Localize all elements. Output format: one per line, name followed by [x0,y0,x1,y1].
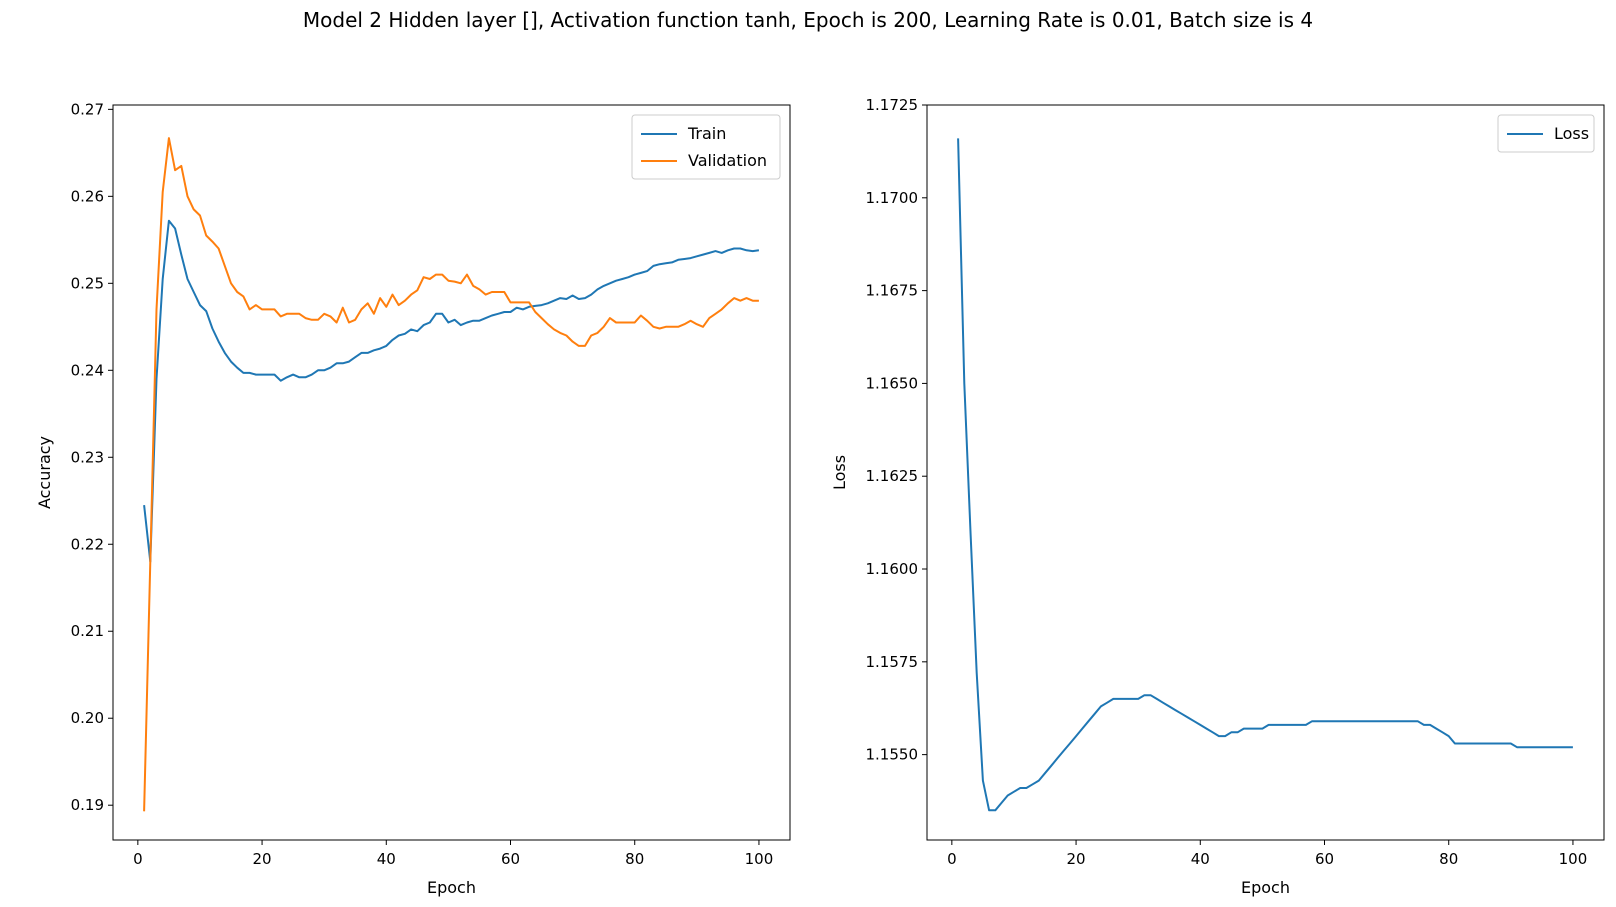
y-tick-label: 0.26 [71,187,104,205]
x-tick-label: 20 [1067,850,1086,868]
legend-label-train: Train [687,124,726,143]
y-tick-label: 0.21 [71,622,104,640]
y-tick-label: 1.1675 [866,282,919,300]
y-tick-label: 1.1725 [866,96,919,114]
x-tick-label: 100 [745,850,774,868]
x-tick-label: 20 [253,850,272,868]
y-tick-label: 1.1625 [866,467,919,485]
y-tick-label: 1.1700 [866,189,919,207]
y-axis-label: Loss [830,455,849,490]
series-line-validation [143,137,759,812]
y-tick-label: 0.19 [71,796,104,814]
legend: Train Validation [631,114,781,180]
legend-label-loss: Loss [1554,124,1589,143]
y-tick-label: 0.24 [71,361,104,379]
y-tick-label: 0.20 [71,709,104,727]
x-tick-label: 0 [947,850,957,868]
y-tick-label: 0.23 [71,448,104,466]
legend-box [1497,114,1595,153]
loss-chart: 0 20 40 60 80 100 1.1550 1.1575 1.1600 1.1625 1.16… [830,96,1605,897]
series-line-loss [957,138,1573,812]
figure-title: Model 2 Hidden layer [], Activation func… [302,8,1314,32]
y-tick-label: 1.1600 [866,560,919,578]
x-axis-label: Epoch [427,878,476,897]
x-tick-label: 40 [377,850,396,868]
x-tick-label: 80 [1439,850,1458,868]
x-tick-label: 60 [501,850,520,868]
x-axis-label: Epoch [1241,878,1290,897]
x-tick-label: 60 [1315,850,1334,868]
y-axis-label: Accuracy [35,436,54,509]
x-tick-label: 40 [1191,850,1210,868]
y-tick-label: 0.27 [71,100,104,118]
y-tick-label: 1.1550 [866,746,919,764]
y-tick-label: 0.22 [71,535,104,553]
legend-label-validation: Validation [688,151,767,170]
plot-frame [112,104,791,841]
y-tick-label: 1.1575 [866,653,919,671]
legend-box [631,114,781,180]
legend: Loss [1497,114,1595,153]
x-tick-label: 0 [133,850,143,868]
y-tick-label: 0.25 [71,274,104,292]
plot-frame [926,104,1605,841]
series-line-train [143,219,760,563]
y-tick-label: 1.1650 [866,374,919,392]
x-tick-label: 100 [1559,850,1588,868]
accuracy-chart: 0 20 40 60 80 100 0.19 0.20 0.21 0.22 0.23 0.24 0.25… [35,100,791,897]
x-tick-label: 80 [625,850,644,868]
